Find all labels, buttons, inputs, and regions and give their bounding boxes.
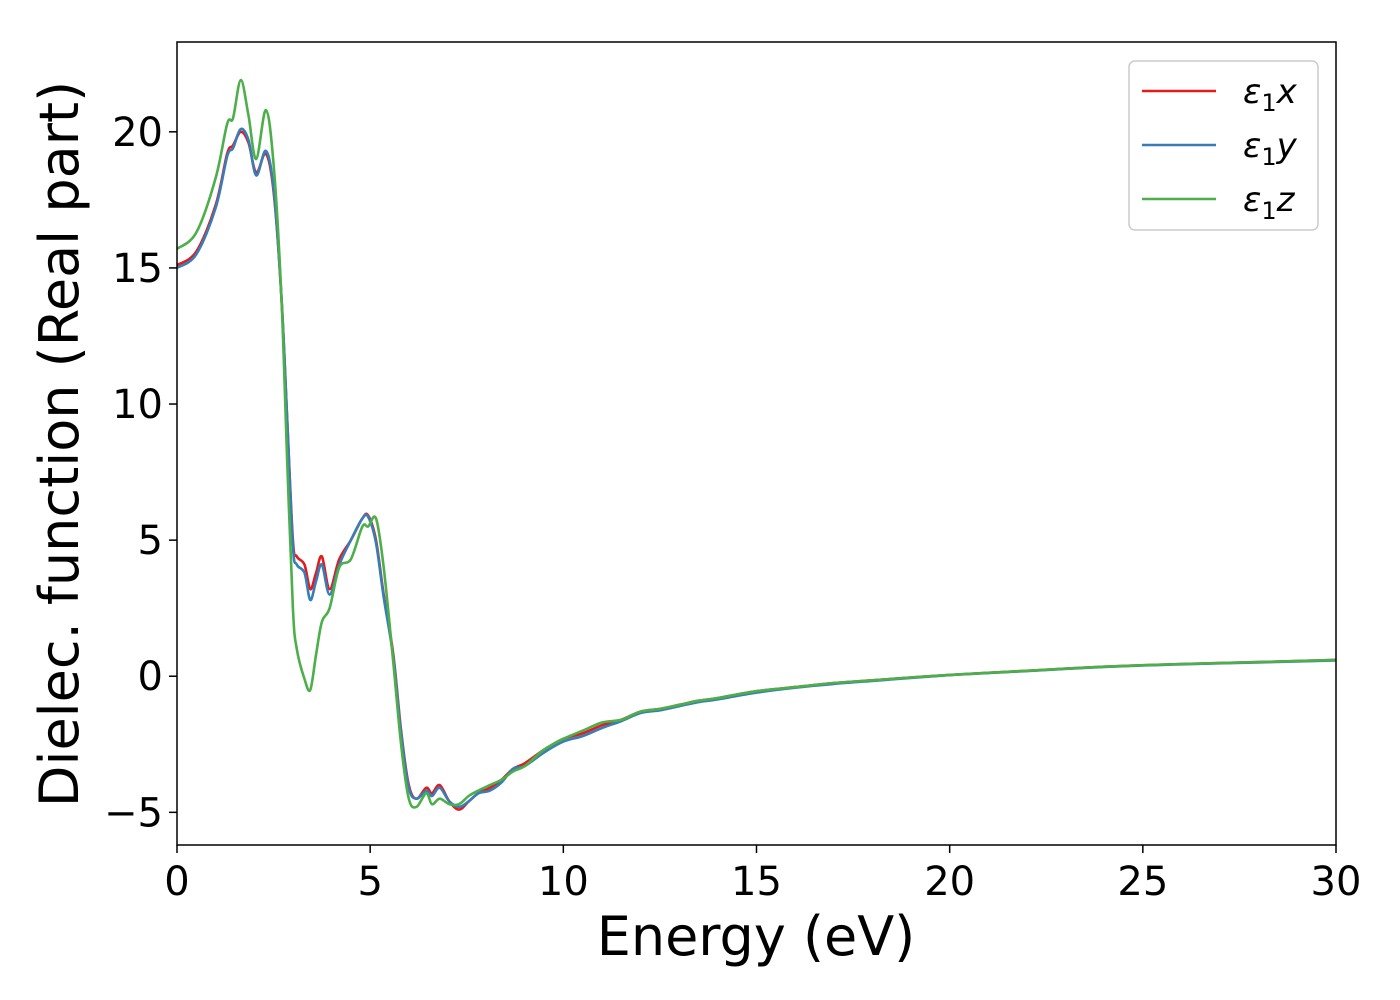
x-tick-label: 15 xyxy=(731,859,782,905)
x-tick-label: 20 xyxy=(924,859,975,905)
legend-label-x: ε1x xyxy=(1243,72,1298,117)
legend: ε1x ε1y ε1z xyxy=(1128,60,1319,231)
y-tick-label: 15 xyxy=(112,246,163,292)
y-tick-label: 0 xyxy=(138,654,163,700)
x-tick-label: 10 xyxy=(538,859,589,905)
x-tick-label: 25 xyxy=(1117,859,1168,905)
legend-box xyxy=(1128,60,1319,231)
y-tick-label: 10 xyxy=(112,382,163,428)
x-tick-label: 5 xyxy=(357,859,382,905)
y-axis-ticks: −5 0 5 10 15 20 xyxy=(104,110,177,836)
y-tick-label: 20 xyxy=(112,110,163,156)
series-line-z xyxy=(177,78,1336,809)
x-tick-label: 30 xyxy=(1311,859,1362,905)
y-tick-label: 5 xyxy=(138,518,163,564)
x-axis-ticks: 0 5 10 15 20 25 30 xyxy=(164,845,1361,905)
x-axis-label: Energy (eV) xyxy=(597,905,916,968)
x-tick-label: 0 xyxy=(164,859,189,905)
y-tick-label: −5 xyxy=(104,790,163,836)
y-axis-label: Dielec. function (Real part) xyxy=(28,81,91,807)
legend-label-y: ε1y xyxy=(1243,126,1298,171)
legend-label-z: ε1z xyxy=(1243,180,1296,225)
plot-series-group xyxy=(177,78,1336,811)
